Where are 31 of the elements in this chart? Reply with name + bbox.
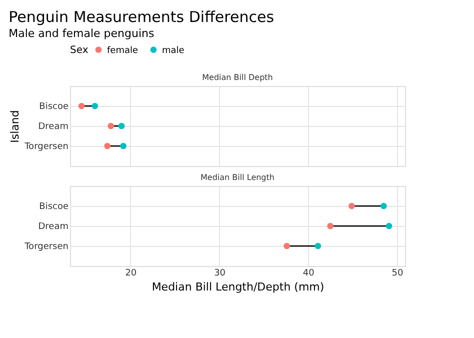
y-axis-title: Island bbox=[8, 110, 22, 143]
point bbox=[104, 142, 110, 150]
x-axis-title: Median Bill Length/Depth (mm) bbox=[152, 280, 324, 294]
chart-subtitle: Male and female penguins bbox=[8, 27, 154, 40]
text: Median Bill Length bbox=[200, 173, 274, 182]
text: Median Bill Depth bbox=[202, 73, 273, 82]
x-tick-label: 20 bbox=[125, 268, 137, 278]
y-tick-label: Dream bbox=[38, 122, 68, 132]
y-tick-label: Dream bbox=[38, 222, 68, 232]
y-tick-label: Biscoe bbox=[39, 102, 69, 112]
point bbox=[380, 202, 387, 210]
point bbox=[120, 142, 126, 150]
point bbox=[92, 102, 98, 110]
point bbox=[108, 122, 114, 130]
x-tick-label: 40 bbox=[302, 268, 315, 278]
y-tick-label: Biscoe bbox=[39, 202, 69, 212]
legend-label: female bbox=[107, 46, 138, 56]
point bbox=[348, 202, 355, 210]
y-tick-label: Torgersen bbox=[24, 242, 68, 252]
point bbox=[327, 222, 334, 230]
chart-title: Penguin Measurements Differences bbox=[8, 8, 274, 26]
x-tick-label: 30 bbox=[214, 268, 226, 278]
point bbox=[386, 222, 392, 230]
point bbox=[78, 102, 85, 110]
legend-label: male bbox=[162, 46, 185, 56]
point bbox=[284, 242, 290, 250]
legend-title: Sex bbox=[70, 45, 88, 56]
y-tick-label: Torgersen bbox=[24, 142, 68, 152]
point bbox=[314, 242, 322, 250]
point bbox=[118, 122, 125, 130]
x-tick-label: 50 bbox=[392, 268, 404, 278]
